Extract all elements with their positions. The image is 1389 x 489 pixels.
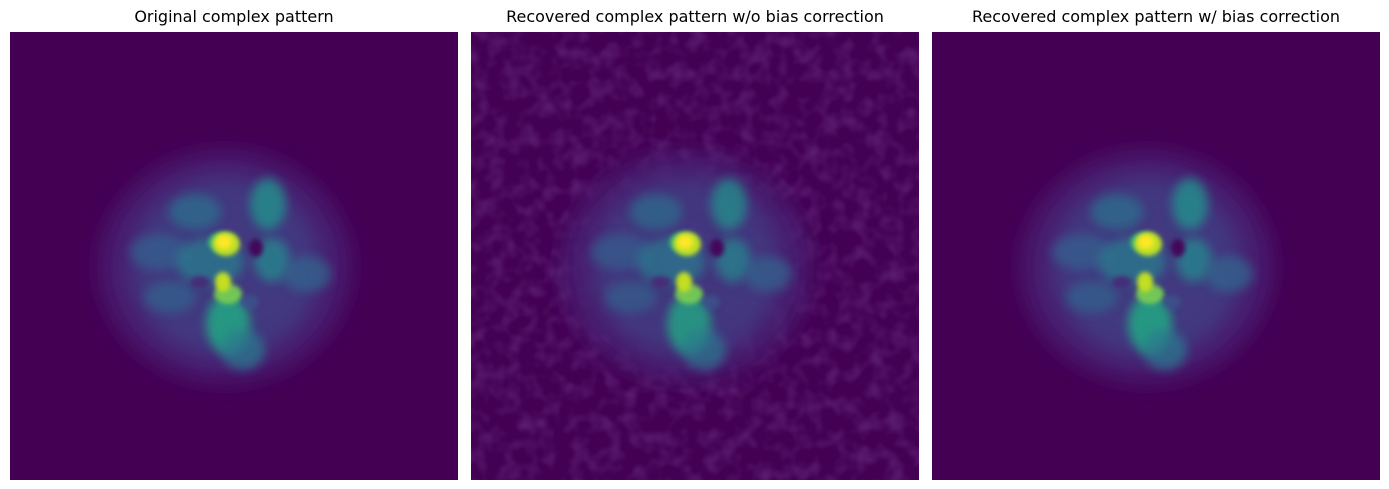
panel-title-recovered-no-bias: Recovered complex pattern w/o bias corre… xyxy=(506,7,884,26)
panel-title-original: Original complex pattern xyxy=(134,7,334,26)
panel-original: Original complex pattern xyxy=(10,0,458,489)
image-recovered-bias-corrected xyxy=(932,32,1380,480)
panel-recovered-no-bias: Recovered complex pattern w/o bias corre… xyxy=(471,0,919,489)
image-recovered-no-bias xyxy=(471,32,919,480)
image-original-pattern xyxy=(10,32,458,480)
panel-title-recovered-bias-corrected: Recovered complex pattern w/ bias correc… xyxy=(971,7,1340,26)
panel-recovered-bias-corrected: Recovered complex pattern w/ bias correc… xyxy=(932,0,1380,489)
